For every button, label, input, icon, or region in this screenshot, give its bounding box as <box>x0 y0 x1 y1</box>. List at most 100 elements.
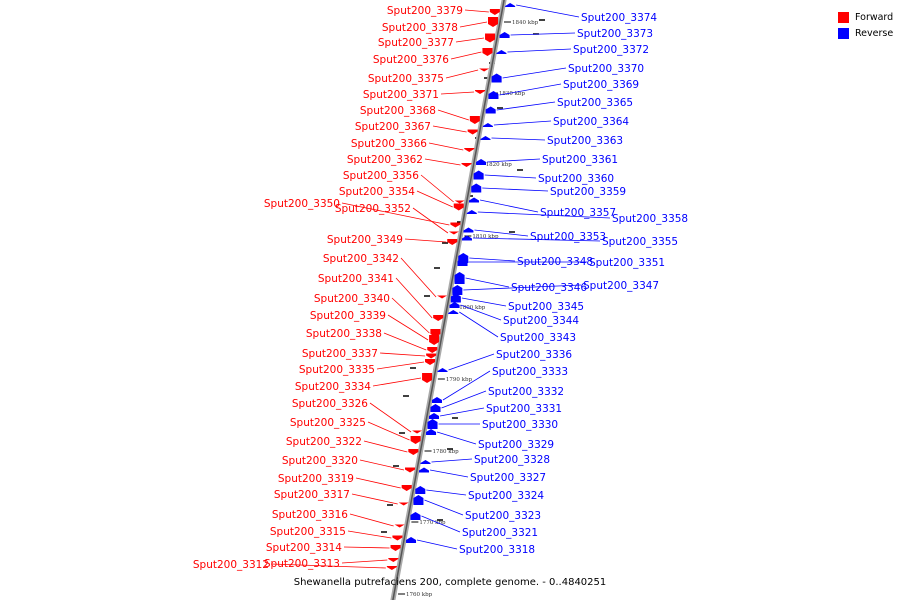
leader-line <box>404 238 447 243</box>
gene-feature <box>422 373 433 383</box>
leader-line <box>465 277 510 288</box>
gene-feature <box>463 227 474 233</box>
gene-label: Sput200_3376 <box>373 54 449 66</box>
gene-label: Sput200_3355 <box>602 236 678 248</box>
gene-label: Sput200_3335 <box>299 364 375 376</box>
gene-label: Sput200_3327 <box>470 472 546 484</box>
gene-feature <box>482 48 493 56</box>
gene-label: Sput200_3365 <box>557 97 633 109</box>
gene-feature <box>485 106 496 114</box>
leader-line <box>367 421 410 441</box>
leader-line <box>484 174 537 179</box>
gene-label: Sput200_3341 <box>318 273 394 285</box>
gene-feature <box>408 449 419 455</box>
gene-feature <box>401 485 412 491</box>
reverse-swatch <box>838 27 849 39</box>
gene-label: Sput200_3356 <box>343 170 419 182</box>
leader-line <box>482 187 549 192</box>
gene-label: Sput200_3319 <box>278 473 354 485</box>
leader-line <box>424 158 461 166</box>
leader-line <box>499 83 562 96</box>
gene-label: Sput200_3375 <box>368 73 444 85</box>
gene-label: Sput200_3332 <box>488 386 564 398</box>
gene-feature <box>394 524 405 528</box>
gene-feature <box>427 347 438 353</box>
leader-line <box>400 257 437 298</box>
gene-feature <box>489 9 500 15</box>
gene-label: Sput200_3333 <box>492 366 568 378</box>
gene-feature <box>427 419 438 429</box>
leader-line <box>493 120 552 126</box>
leader-line <box>420 174 454 203</box>
gene-label: Sput200_3330 <box>482 419 558 431</box>
legend-forward-label: Forward <box>855 11 894 23</box>
gene-feature <box>505 3 516 7</box>
scale-tick-label: 1780 kbp <box>433 449 460 455</box>
leader-line <box>507 48 572 53</box>
gene-label: Sput200_3369 <box>563 79 639 91</box>
leader-line <box>416 190 453 208</box>
gene-label: Sput200_3322 <box>286 436 362 448</box>
leader-line <box>464 9 489 13</box>
legend-reverse-label: Reverse <box>855 27 894 39</box>
leader-line <box>439 407 485 417</box>
gene-label: Sput200_3347 <box>583 280 659 292</box>
leader-line-layer <box>270 4 611 569</box>
gene-feature <box>475 90 486 94</box>
gene-label: Sput200_3370 <box>568 63 644 75</box>
gene-label: Sput200_3367 <box>355 121 431 133</box>
gene-feature <box>410 512 421 520</box>
leader-line <box>436 431 477 445</box>
scale-tick-label: 1830 kbp <box>499 91 526 97</box>
leader-line <box>341 559 388 564</box>
gene-label: Sput200_3350 <box>264 198 340 210</box>
leader-line <box>383 332 427 351</box>
leader-line <box>474 229 529 237</box>
leader-line <box>412 207 449 234</box>
gene-feature <box>466 210 477 214</box>
leader-line <box>369 402 412 433</box>
gene-label: Sput200_3379 <box>387 5 463 17</box>
gene-feature <box>415 486 426 494</box>
scale-tick-label: 1810 kbp <box>472 234 499 240</box>
gene-feature <box>450 293 461 303</box>
gene-feature <box>412 430 423 434</box>
gene-label: Sput200_3368 <box>360 105 436 117</box>
gene-feature <box>499 32 510 38</box>
gene-feature <box>476 159 487 165</box>
gene-label: Sput200_3340 <box>314 293 390 305</box>
gene-label: Sput200_3326 <box>292 398 368 410</box>
forward-swatch <box>838 11 849 23</box>
gene-feature <box>469 116 480 124</box>
gene-feature <box>450 222 461 228</box>
gene-feature <box>467 129 478 135</box>
scale-tick-label: 1770 kbp <box>419 520 446 526</box>
leader-line <box>428 142 464 151</box>
gene-label: Sput200_3315 <box>270 526 346 538</box>
gene-label: Sput200_3352 <box>335 203 411 215</box>
leader-line <box>510 32 576 36</box>
gene-feature <box>405 467 416 473</box>
gene-label: Sput200_3320 <box>282 455 358 467</box>
gene-label: Sput200_3324 <box>468 490 544 502</box>
gene-label: Sput200_3328 <box>474 454 550 466</box>
gene-label: Sput200_3349 <box>327 234 403 246</box>
leader-line <box>516 4 580 18</box>
gene-label: Sput200_3371 <box>363 89 439 101</box>
leader-line <box>426 489 467 496</box>
gene-label: Sput200_3377 <box>378 37 454 49</box>
scale-tick-label: 1820 kbp <box>486 162 513 168</box>
gene-feature <box>410 436 421 444</box>
gene-feature <box>453 203 464 211</box>
gene-label: Sput200_3374 <box>581 12 657 24</box>
gene-feature <box>413 495 424 505</box>
gene-label: Sput200_3325 <box>290 417 366 429</box>
gene-feature <box>488 91 499 99</box>
gene-label: Sput200_3316 <box>272 509 348 521</box>
leader-line <box>363 440 408 453</box>
gene-feature <box>485 33 496 43</box>
gene-feature <box>426 353 437 359</box>
gene-label: Sput200_3343 <box>500 332 576 344</box>
leader-line <box>455 37 485 43</box>
